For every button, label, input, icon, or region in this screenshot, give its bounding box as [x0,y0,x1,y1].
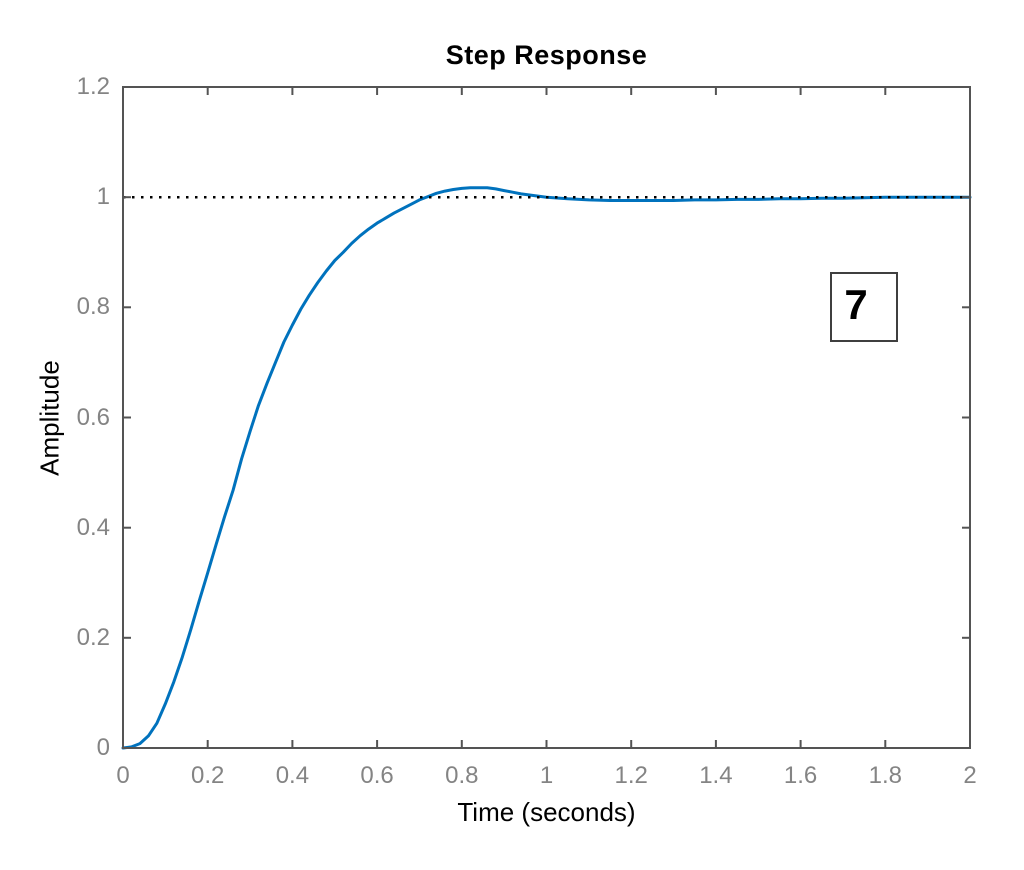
x-tick-label: 2 [963,762,977,789]
x-tick-label: 0.2 [191,762,225,789]
chart-title: Step Response [445,40,648,70]
annotation-text: 7 [844,281,868,328]
x-axis-label: Time (seconds) [457,797,636,827]
axes-border [122,86,971,749]
x-tick-label: 1.4 [699,762,733,789]
y-tick-label: 0.2 [76,623,110,651]
x-tick-label: 1.8 [868,762,902,789]
y-tick-label: 0.4 [76,513,110,541]
x-tick-label: 0.8 [445,762,479,789]
response-curve [121,186,972,750]
y-tick-label: 1.2 [76,73,110,100]
x-tick-label: 1.6 [783,762,818,789]
x-tick-label: 0.6 [360,762,394,789]
x-tick-label: 0 [116,762,130,789]
x-tick-label: 1.2 [614,762,648,789]
x-tick-label: 1 [539,762,554,789]
annotation-box: 7 [830,272,898,342]
y-tick-label: 0.8 [76,293,110,321]
y-tick-label: 0.6 [76,403,110,431]
x-tick-label: 0.4 [275,762,310,789]
y-tick-label: 0 [96,734,110,761]
y-tick-label: 1 [96,183,110,211]
